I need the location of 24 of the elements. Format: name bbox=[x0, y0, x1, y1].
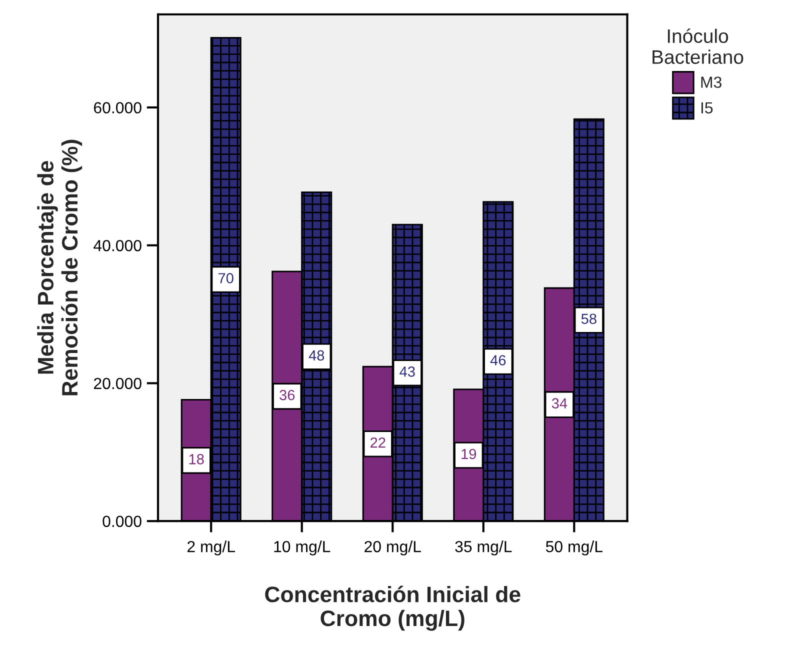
y-axis-title: Media Porcentaje de Remoción de Cromo (%) bbox=[37, 140, 82, 396]
y-tick-label: 0.000 bbox=[102, 516, 142, 528]
data-label: 18 bbox=[189, 454, 204, 464]
data-label: 70 bbox=[218, 273, 234, 284]
legend-title: Inóculo Bacteriano bbox=[652, 28, 744, 64]
data-label: 34 bbox=[552, 398, 568, 408]
x-tick-label: 35 mg/L bbox=[455, 540, 512, 556]
data-label: 48 bbox=[308, 350, 324, 361]
x-tick-label: 20 mg/L bbox=[364, 540, 421, 556]
data-label: 58 bbox=[581, 314, 596, 324]
x-tick-label: 10 mg/L bbox=[274, 540, 330, 556]
y-tick-label: 60.000 bbox=[94, 102, 142, 114]
data-label: 36 bbox=[280, 390, 295, 400]
data-label: 22 bbox=[370, 437, 386, 448]
data-label: 46 bbox=[490, 355, 506, 366]
y-tick-label: 40.000 bbox=[94, 240, 142, 252]
data-label: 43 bbox=[400, 366, 415, 377]
legend-label: M3 bbox=[701, 76, 722, 88]
x-tick-label: 2 mg/L bbox=[187, 540, 235, 556]
legend-label: I5 bbox=[701, 102, 713, 114]
x-axis-title: Concentración Inicial de Cromo (mg/L) bbox=[265, 586, 520, 631]
x-tick-label: 50 mg/L bbox=[546, 540, 602, 556]
data-label: 19 bbox=[462, 448, 476, 460]
y-tick-label: 20.000 bbox=[94, 378, 142, 390]
